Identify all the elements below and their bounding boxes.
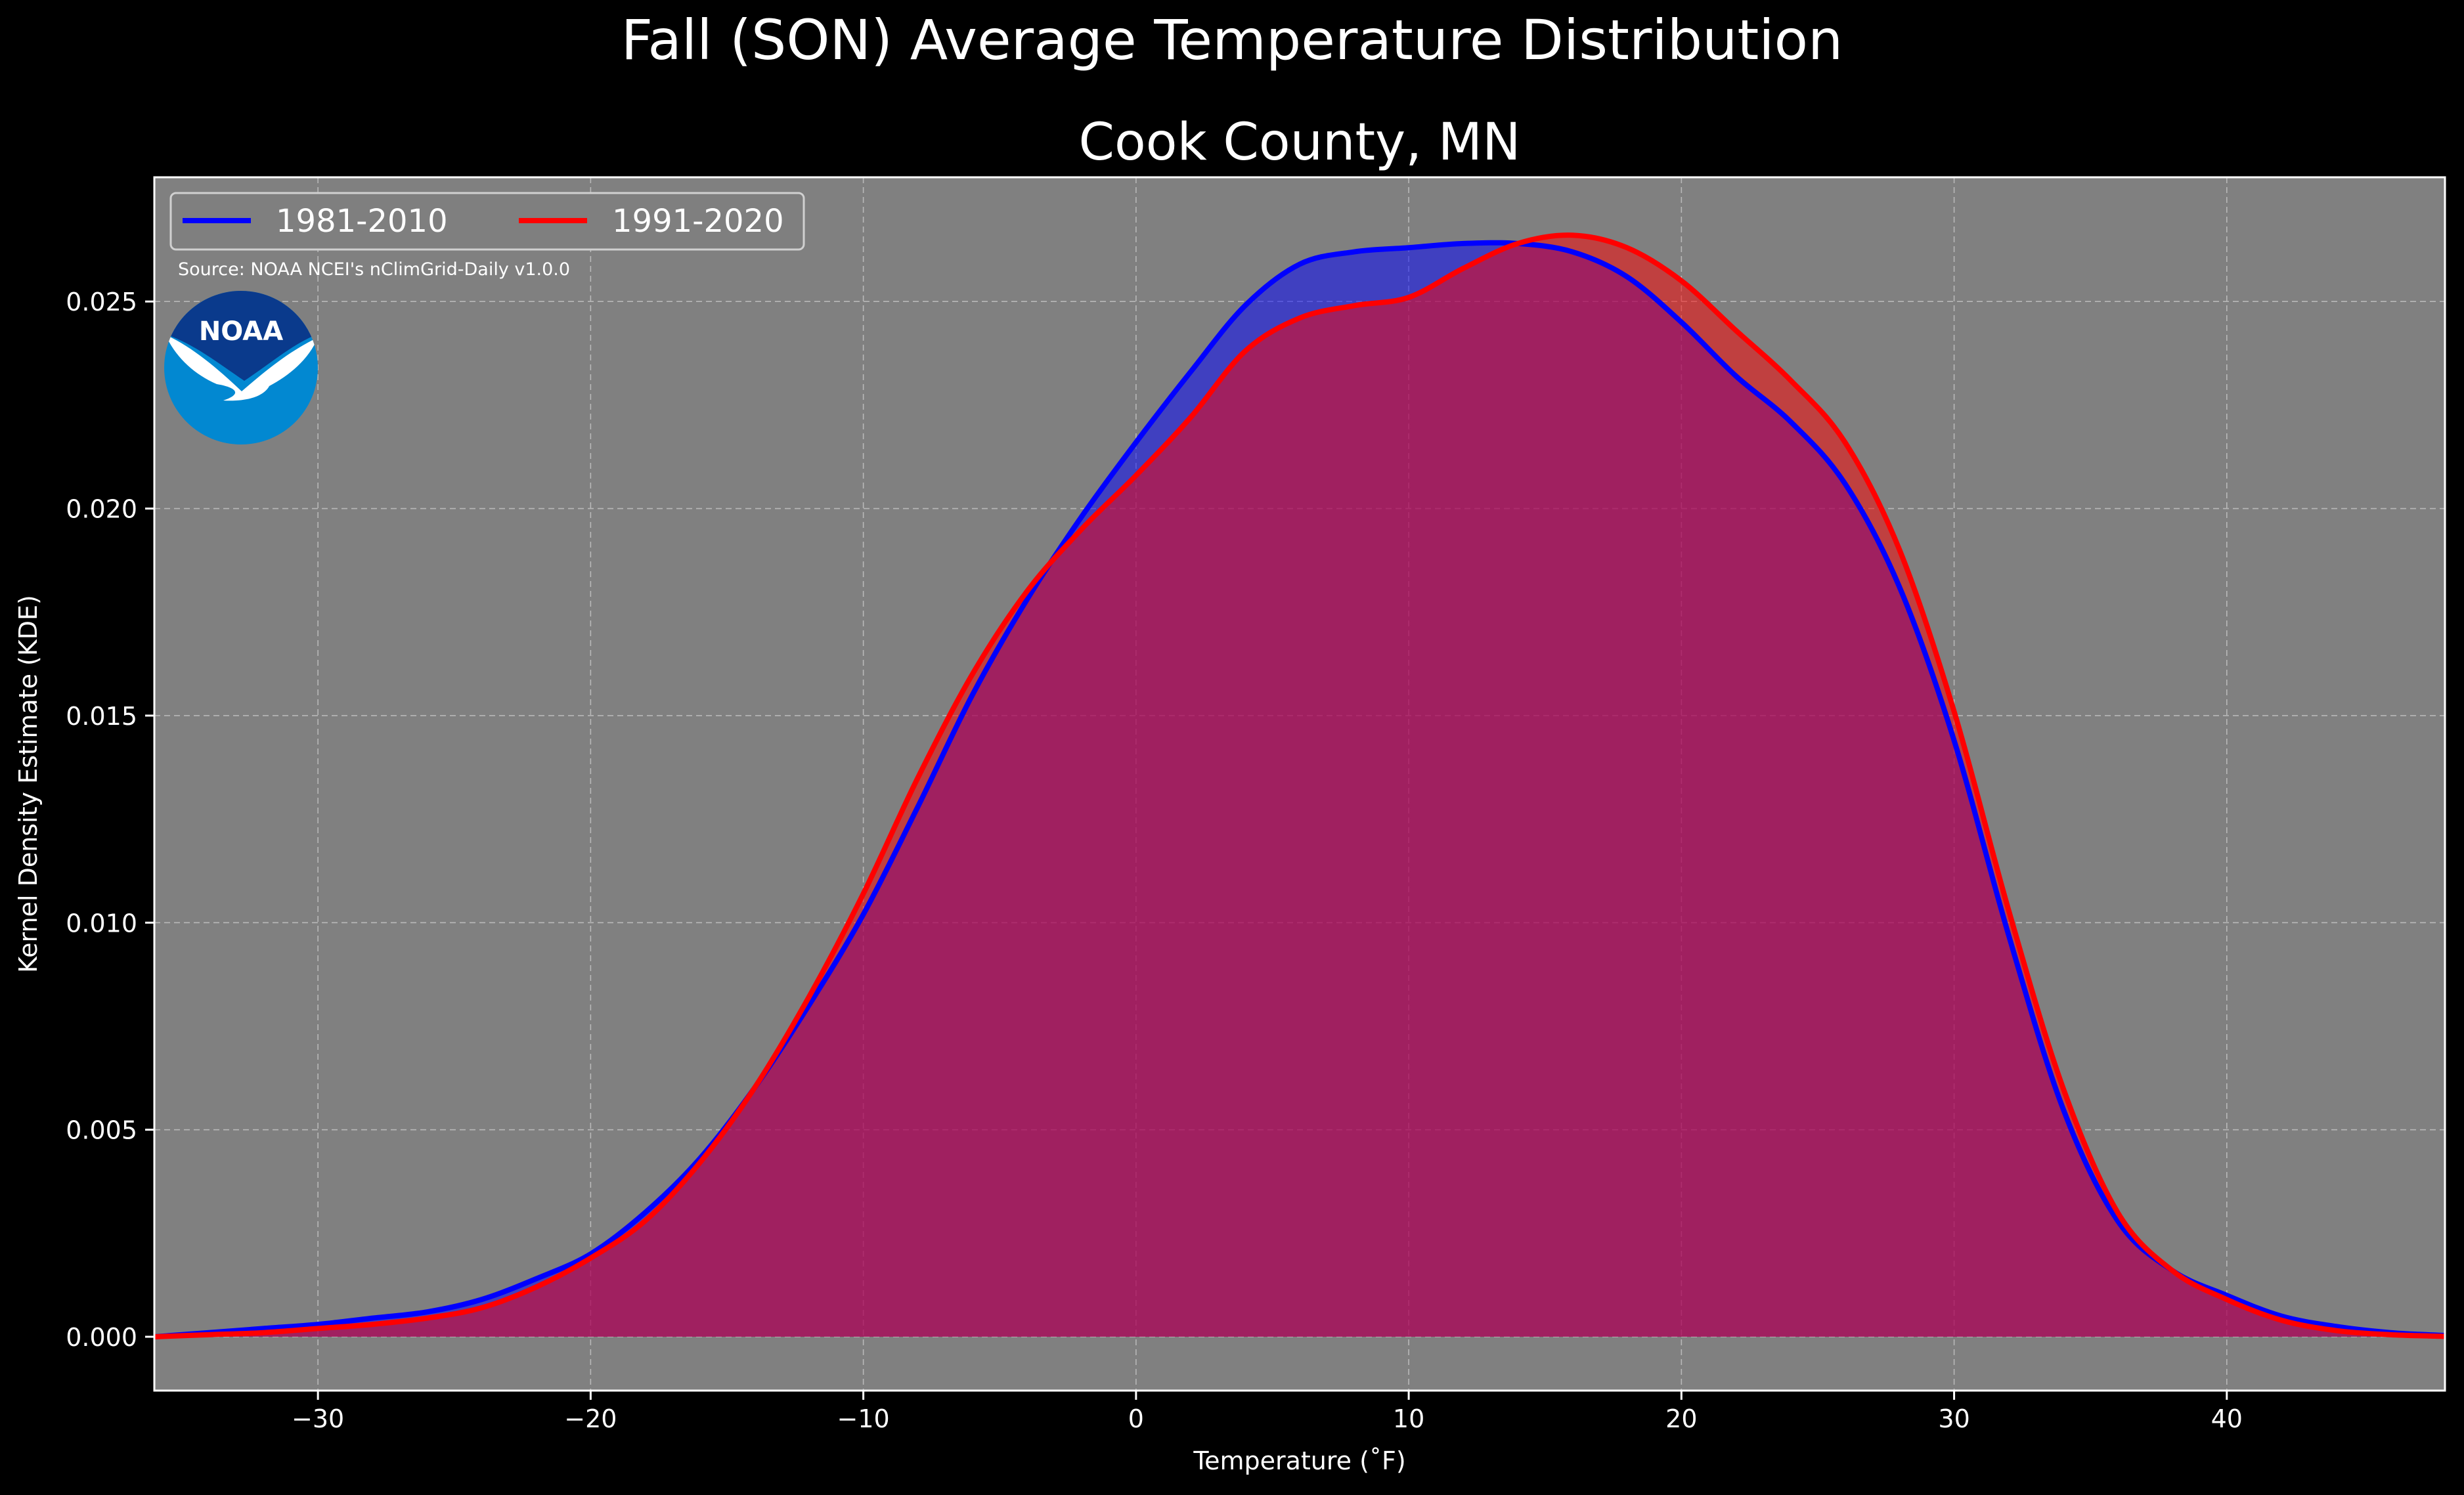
legend: 1981-2010 1991-2020 — [169, 192, 805, 251]
legend-label-1981-2010: 1981-2010 — [276, 203, 448, 240]
noaa-logo-bird — [165, 335, 318, 401]
x-tick-label: −20 — [564, 1404, 617, 1433]
x-tick-label: 10 — [1393, 1404, 1424, 1433]
series-line-1981-2010 — [154, 240, 2445, 1339]
series-area-1991-2020 — [154, 235, 2445, 1337]
legend-box — [169, 192, 805, 251]
y-tick-label: 0.000 — [66, 1323, 137, 1352]
chart-title: Cook County, MN — [1079, 113, 1521, 172]
y-tick-label: 0.010 — [66, 909, 137, 938]
y-tick-label: 0.025 — [66, 288, 137, 316]
x-tick-label: 30 — [1938, 1404, 1969, 1433]
figure-suptitle: Fall (SON) Average Temperature Distribut… — [621, 8, 1843, 72]
x-tick-label: 0 — [1128, 1404, 1144, 1433]
y-tick-label: 0.015 — [66, 702, 137, 731]
x-tick-label: −10 — [837, 1404, 890, 1433]
x-tick-label: 40 — [2211, 1404, 2243, 1433]
noaa-logo-text: NOAA — [199, 316, 283, 347]
x-tick-label: 20 — [1665, 1404, 1697, 1433]
series-layer — [154, 232, 2445, 1340]
noaa-logo: NOAA — [164, 291, 318, 444]
axis-ticks: −30 −20 −10 0 10 20 30 40 0.000 0.005 0.010 0.015 0.… — [66, 288, 2243, 1433]
x-tick-label: −30 — [292, 1404, 344, 1433]
series-line-1991-2020 — [154, 232, 2445, 1340]
y-tick-label: 0.005 — [66, 1116, 137, 1145]
y-tick-label: 0.020 — [66, 495, 137, 524]
legend-label-1991-2020: 1991-2020 — [612, 203, 784, 240]
x-axis-label: Temperature (˚F) — [1193, 1446, 1405, 1475]
y-axis-label: Kernel Density Estimate (KDE) — [14, 595, 43, 973]
plot-frame — [153, 176, 2446, 1392]
noaa-logo-sky — [164, 291, 318, 381]
source-note: Source: NOAA NCEI's nClimGrid-Daily v1.0… — [178, 259, 570, 280]
